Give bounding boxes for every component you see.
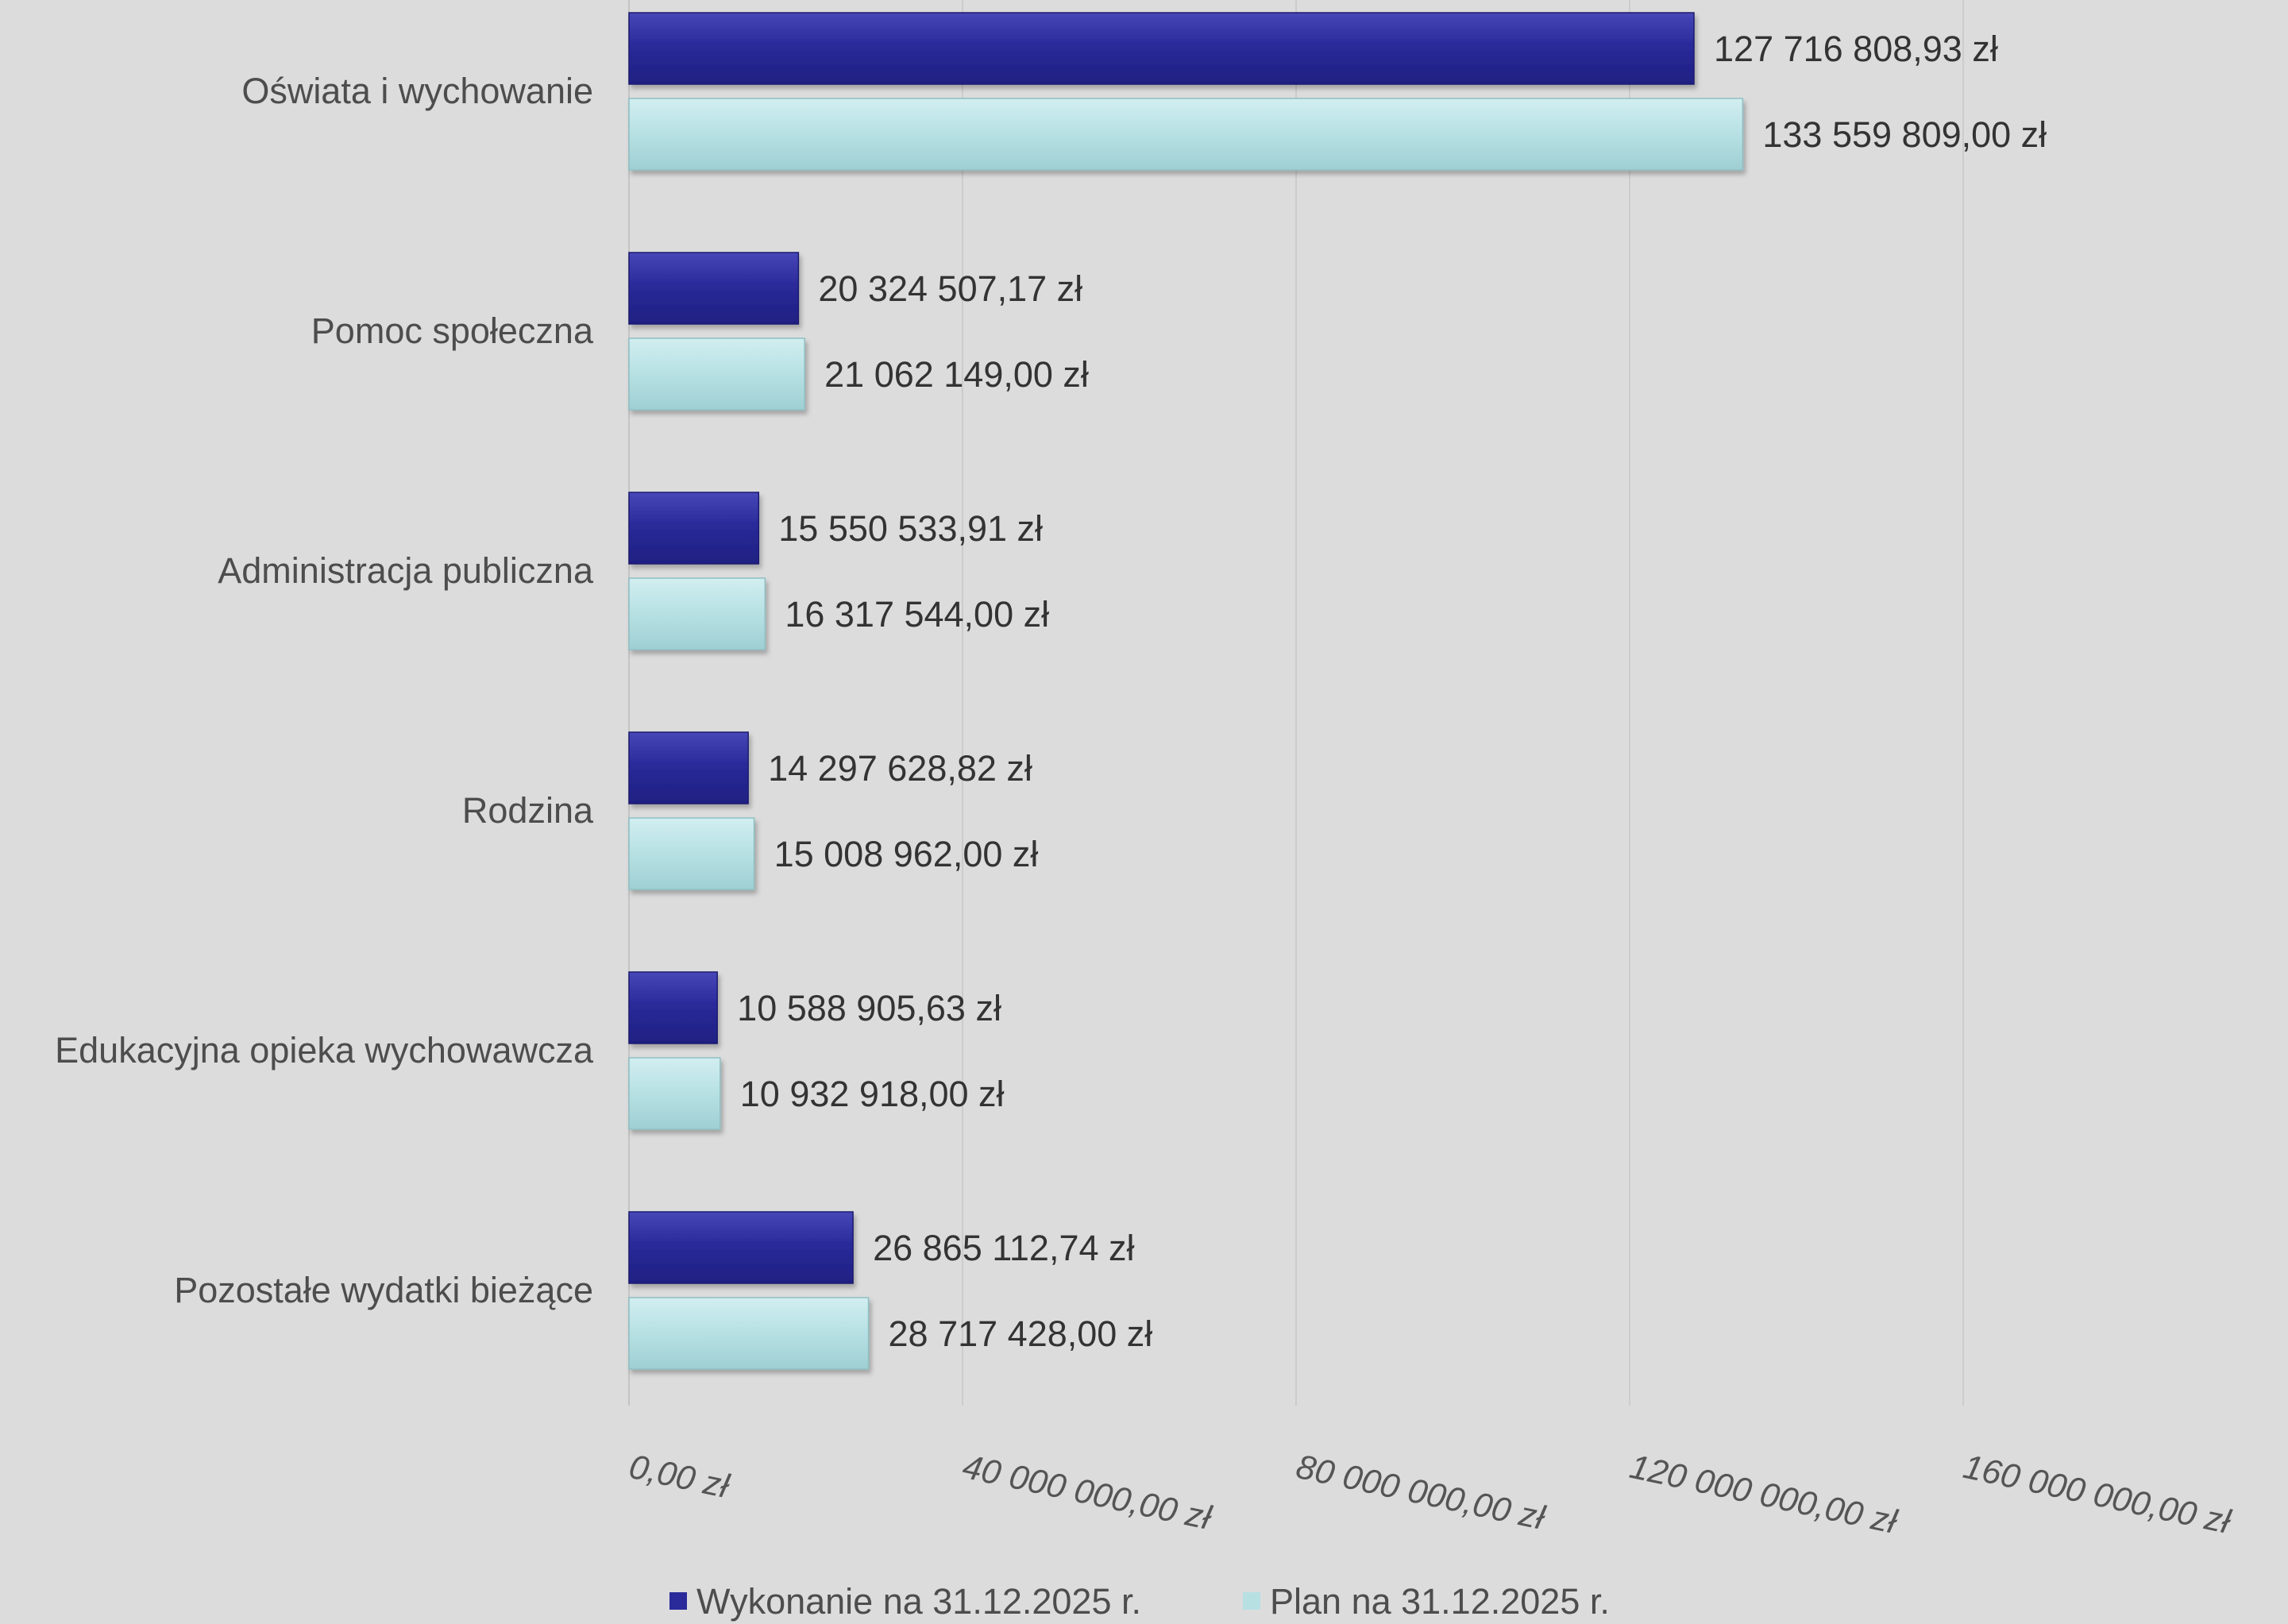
bar-plan <box>628 338 805 411</box>
legend-swatch-plan <box>1243 1592 1260 1610</box>
x-tick-label: 120 000 000,00 zł <box>1626 1448 1901 1541</box>
category-label: Pomoc społeczna <box>311 311 594 351</box>
category-label: Administracja publiczna <box>218 550 594 591</box>
bar-wykonanie <box>628 1211 854 1284</box>
category-labels: Oświata i wychowanie Pomoc społeczna Admin… <box>55 71 594 1310</box>
x-tick-label: 160 000 000,00 zł <box>1960 1448 2235 1541</box>
bars <box>628 12 1744 1370</box>
data-label: 26 865 112,74 zł <box>873 1228 1134 1268</box>
bar-plan <box>628 1297 870 1370</box>
x-tick-label: 80 000 000,00 zł <box>1293 1448 1549 1537</box>
data-label: 127 716 808,93 zł <box>1714 29 1998 69</box>
x-tick-label: 40 000 000,00 zł <box>959 1448 1215 1537</box>
bar-wykonanie <box>628 971 718 1044</box>
data-label: 28 717 428,00 zł <box>889 1313 1153 1354</box>
category-label: Pozostałe wydatki bieżące <box>174 1270 593 1310</box>
bar-wykonanie <box>628 12 1695 85</box>
x-axis-tick-labels: 0,00 zł 40 000 000,00 zł 80 000 000,00 zł 1… <box>626 1448 2235 1541</box>
gridlines <box>628 0 1964 1406</box>
x-tick-label: 0,00 zł <box>626 1448 733 1506</box>
legend-swatch-wykonanie <box>669 1592 687 1610</box>
data-label: 15 008 962,00 zł <box>774 834 1039 874</box>
bar-plan <box>628 1057 721 1130</box>
bar-plan <box>628 577 766 650</box>
data-label: 14 297 628,82 zł <box>768 748 1032 789</box>
bar-wykonanie <box>628 731 749 804</box>
data-label: 10 932 918,00 zł <box>740 1074 1005 1114</box>
data-label: 16 317 544,00 zł <box>785 594 1049 635</box>
data-label: 10 588 905,63 zł <box>737 988 1001 1028</box>
legend-entry: Wykonanie na 31.12.2025 r. <box>696 1581 1141 1622</box>
data-label: 20 324 507,17 zł <box>818 268 1082 309</box>
data-label: 15 550 533,91 zł <box>778 508 1043 549</box>
category-label: Oświata i wychowanie <box>241 71 593 111</box>
data-label: 133 559 809,00 zł <box>1762 114 2047 155</box>
value-labels: 127 716 808,93 zł 133 559 809,00 zł 20 324… <box>737 29 2047 1354</box>
category-label: Rodzina <box>462 790 594 831</box>
bar-wykonanie <box>628 252 800 325</box>
legend: Wykonanie na 31.12.2025 r. Plan na 31.12.… <box>669 1581 1610 1622</box>
bar-plan <box>628 817 755 890</box>
category-label: Edukacyjna opieka wychowawcza <box>55 1030 594 1070</box>
bar-plan <box>628 98 1744 171</box>
legend-entry: Plan na 31.12.2025 r. <box>1270 1581 1610 1622</box>
data-label: 21 062 149,00 zł <box>824 354 1089 395</box>
bar-wykonanie <box>628 492 760 565</box>
